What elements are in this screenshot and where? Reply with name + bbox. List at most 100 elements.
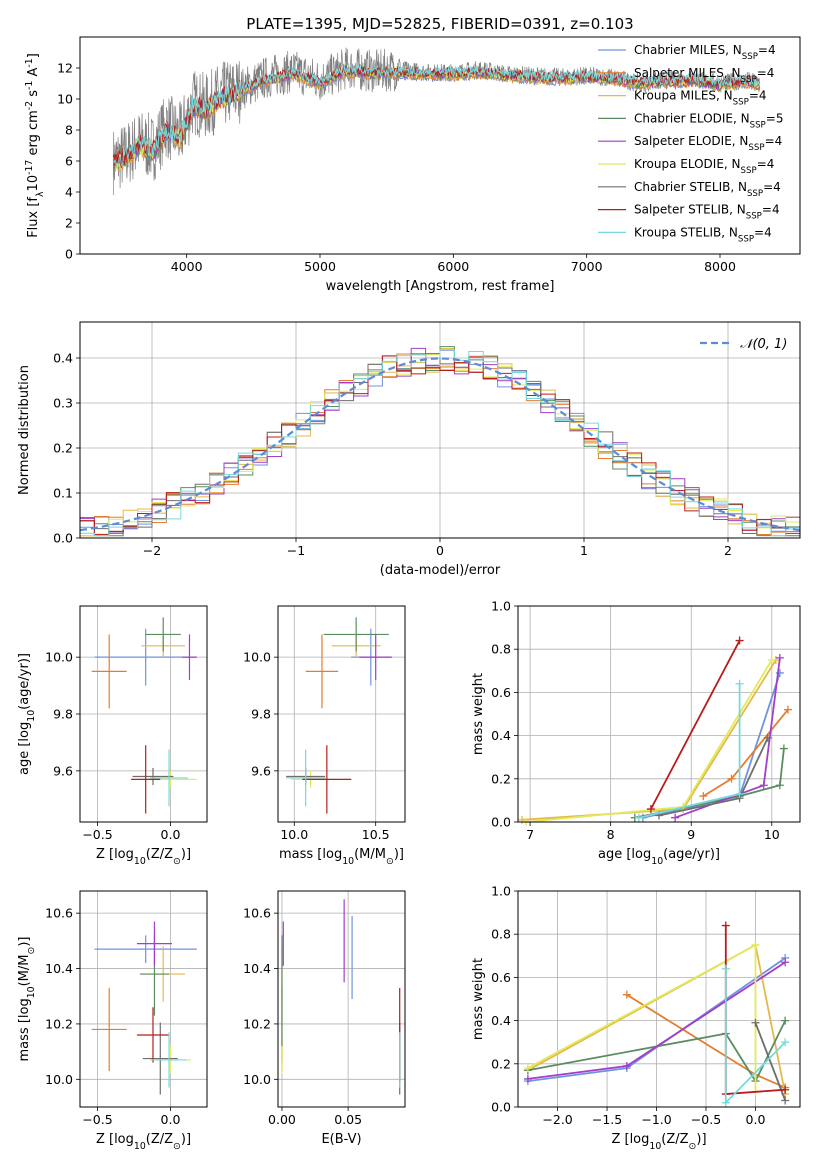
errorbars <box>91 921 197 1095</box>
y-tick-label: 8 <box>65 123 73 138</box>
legend-label: Salpeter STELIB, N <box>634 203 746 217</box>
massweight-vs-Z-panel: −2.0 −1.5 −1.0 −0.5 0.0 0.0 0.2 0.4 0.6 0.8 1.0 Z [… <box>471 884 801 1152</box>
x-tick-label: 7000 <box>571 259 603 274</box>
legend-suffix: =4 <box>758 43 776 57</box>
y-tick-label: 10.0 <box>45 1072 73 1087</box>
weight-point <box>781 1085 790 1094</box>
figure-title: PLATE=1395, MJD=52825, FIBERID=0391, z=0… <box>246 15 633 33</box>
y-tick-label: 10.2 <box>45 1016 73 1031</box>
y-tick-label: 4 <box>65 185 73 200</box>
weight-lines <box>518 636 792 826</box>
legend-subscript: SSP <box>750 120 766 130</box>
y-tick-label: 6 <box>65 154 73 169</box>
axes-frame <box>79 321 801 539</box>
legend-label: Chabrier STELIB, N <box>634 180 747 194</box>
x-tick-label: −0.5 <box>691 1112 721 1127</box>
legend-label: Chabrier ELODIE, N <box>634 111 750 125</box>
weight-point <box>735 789 744 798</box>
legend-suffix: =4 <box>749 89 767 103</box>
axes-frame <box>79 605 208 823</box>
legend-suffix: =4 <box>765 134 783 148</box>
legend-subscript: SSP <box>733 98 749 108</box>
legend-subscript: SSP <box>748 143 764 153</box>
y-axis-label: Flux [fλ10-17 erg cm-2 s-1 A-1] <box>24 53 46 238</box>
weight-point <box>751 1018 760 1027</box>
axes-frame <box>79 890 208 1108</box>
histogram-step <box>80 349 800 537</box>
x-tick-label: 10.0 <box>280 827 308 842</box>
x-tick-label: 10.5 <box>362 827 390 842</box>
x-tick-label: 0 <box>436 543 444 558</box>
legend-suffix: =4 <box>757 66 775 80</box>
weight-point <box>781 1096 790 1105</box>
weight-lines <box>523 921 790 1107</box>
legend-label: Chabrier MILES, N <box>634 43 742 57</box>
weight-line <box>658 737 769 817</box>
legend-entry: Chabrier MILES, NSSP=4 <box>634 43 776 62</box>
legend-subscript: SSP <box>747 189 763 199</box>
x-tick-label: 9 <box>687 827 695 842</box>
weight-point <box>779 744 788 753</box>
weight-point <box>699 792 708 801</box>
legend-subscript: SSP <box>746 212 762 222</box>
weight-point <box>622 1061 631 1070</box>
legend-subscript: SSP <box>741 75 757 85</box>
y-tick-label: 0.4 <box>491 1013 511 1028</box>
y-tick-label: 10.4 <box>45 961 73 976</box>
legend-suffix: =4 <box>757 157 775 171</box>
weight-point <box>767 656 776 664</box>
y-tick-label: 0.2 <box>491 771 511 786</box>
y-tick-label: 0.3 <box>53 396 73 411</box>
y-tick-label: 0.0 <box>491 1100 511 1115</box>
weight-point <box>763 733 772 742</box>
legend-entry: Salpeter MILES, NSSP=4 <box>634 66 774 85</box>
weight-line <box>634 748 785 819</box>
errorbars <box>286 617 392 814</box>
legend-label: Kroupa STELIB, N <box>634 225 738 239</box>
y-tick-label: 0.4 <box>53 351 73 366</box>
weight-point <box>721 964 730 973</box>
legend-suffix: =5 <box>766 111 784 125</box>
x-tick-label: 7 <box>526 827 534 842</box>
y-tick-label: 9.6 <box>251 763 271 778</box>
y-tick-label: 2 <box>65 216 73 231</box>
x-tick-label: −2.0 <box>542 1112 572 1127</box>
errorbars <box>91 617 197 814</box>
x-axis-label: (data-model)/error <box>380 563 501 578</box>
legend-entry: Chabrier ELODIE, NSSP=5 <box>634 111 783 130</box>
x-tick-label: 0.00 <box>268 1112 296 1127</box>
axes-frame <box>79 36 801 255</box>
y-tick-label: 10.0 <box>243 650 271 665</box>
weight-point <box>523 1074 532 1083</box>
weight-point <box>751 941 760 949</box>
x-tick-label: −1.5 <box>592 1112 622 1127</box>
legend-label: 𝒩(0, 1) <box>740 337 787 352</box>
weight-point <box>646 805 655 814</box>
legend-subscript: SSP <box>738 234 754 244</box>
y-tick-label: 0.8 <box>491 642 511 657</box>
y-tick-label: 12 <box>57 61 73 76</box>
y-axis-label: Normed distribution <box>17 365 32 495</box>
x-tick-label: −1.0 <box>641 1112 671 1127</box>
x-tick-label: 10 <box>764 827 780 842</box>
y-tick-label: 0.0 <box>53 531 73 546</box>
y-tick-label: 10.6 <box>243 906 271 921</box>
weight-point <box>781 958 790 967</box>
weight-point <box>523 1064 532 1073</box>
model-spectrum-line <box>112 66 761 171</box>
massweight-vs-age-panel: 7 8 9 10 0.0 0.2 0.4 0.6 0.8 1.0 age [log10(age/yr… <box>471 599 801 867</box>
spectrum-panel: 4000 5000 6000 7000 8000 0 2 4 6 8 10 12 wavelength … <box>24 36 801 294</box>
legend-label: Salpeter MILES, N <box>634 66 741 80</box>
weight-point <box>781 1038 790 1047</box>
legend-entry: Kroupa STELIB, NSSP=4 <box>634 225 772 244</box>
weight-point <box>721 1098 730 1107</box>
weight-point <box>634 813 643 822</box>
histograms <box>80 346 800 537</box>
legend-label: Kroupa MILES, N <box>634 89 733 103</box>
x-tick-label: 0.0 <box>161 1112 181 1127</box>
axes-frame <box>277 890 406 1108</box>
spectrum-curves <box>112 47 761 196</box>
weight-point <box>781 1016 790 1025</box>
x-axis-label: wavelength [Angstrom, rest frame] <box>326 279 555 294</box>
